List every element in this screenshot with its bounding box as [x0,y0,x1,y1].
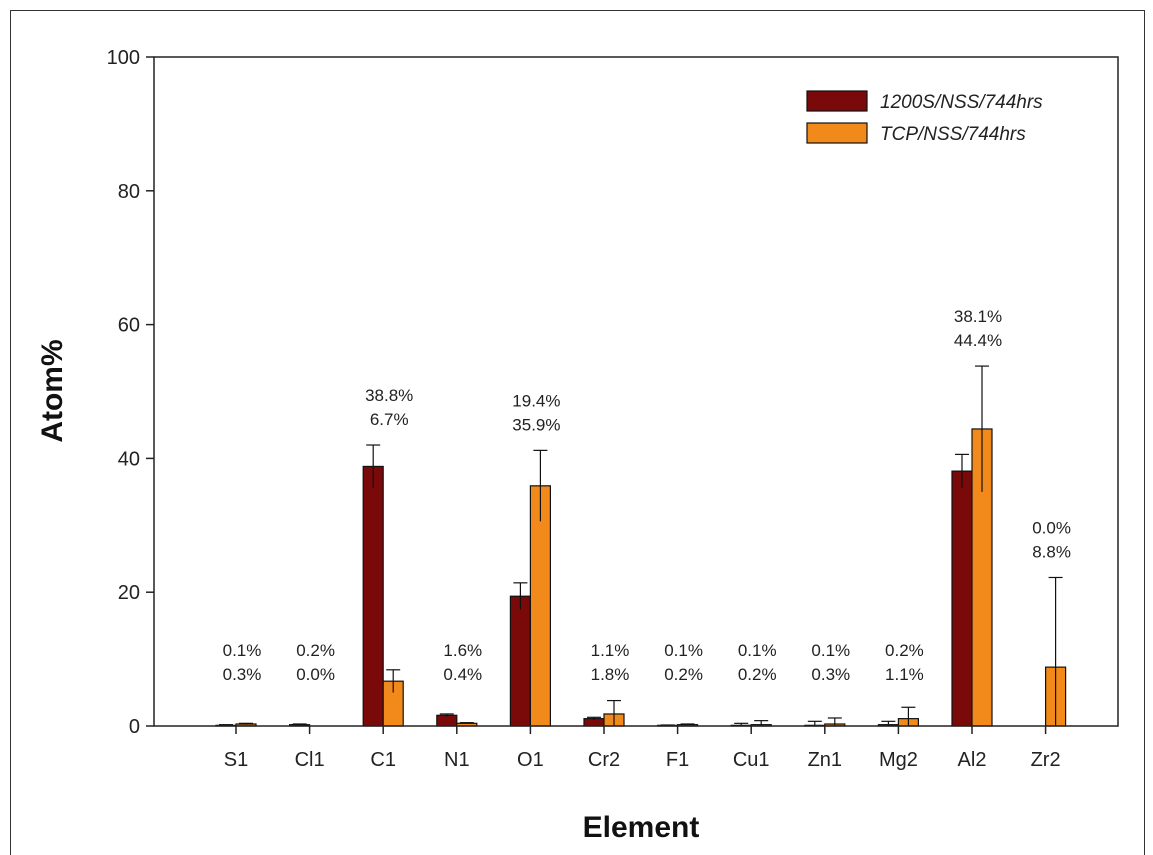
data-label-c1-2: 6.7% [370,410,409,429]
y-tick-label: 60 [118,315,140,337]
legend-swatch-2 [806,122,868,144]
data-label-zn1-1: 0.1% [811,641,850,660]
data-label-cu1-1: 0.1% [738,641,777,660]
x-tick-label-cl1: Cl1 [295,749,325,771]
data-label-mg2-1: 0.2% [885,641,924,660]
data-label-cl1-2: 0.0% [296,665,335,684]
axes: 0 20 40 60 80 100 S1 Cl1 C1 N1 O1 Cr2 F1 Cu1 Zn1 Mg2 Al2… [107,47,1119,771]
data-label-mg2-2: 1.1% [885,665,924,684]
plot-border [153,56,1119,727]
x-tick-label-zr2: Zr2 [1031,749,1061,771]
chart-frame [10,10,1145,855]
x-tick-label-o1: O1 [517,749,544,771]
data-label-s1-1: 0.1% [223,641,262,660]
data-label-n1-1: 1.6% [443,641,482,660]
data-label-o1-1: 19.4% [512,391,560,410]
y-tick-label: 20 [118,582,140,604]
y-tick-label: 0 [129,716,140,738]
bars [215,428,1067,727]
x-tick-label-cr2: Cr2 [588,749,620,771]
y-tick-label: 80 [118,181,140,203]
data-label-cr2-1: 1.1% [591,641,630,660]
data-label-f1-2: 0.2% [664,665,703,684]
data-label-al2-2: 44.4% [954,331,1002,350]
data-label-zn1-2: 0.3% [811,665,850,684]
data-label-zr2-2: 8.8% [1032,542,1071,561]
bar-c1-series-1 [362,465,384,727]
error-bars [219,365,1063,726]
data-label-al2-1: 38.1% [954,307,1002,326]
legend-label-1: 1200S/NSS/744hrs [880,92,1043,113]
bar-o1-series-1 [509,595,531,727]
y-tick-label: 40 [118,448,140,470]
bar-n1-series-1 [436,714,458,727]
bar-o1-series-2 [529,485,552,727]
x-tick-label-f1: F1 [666,749,689,771]
x-axis-title: Element [583,811,700,844]
bar-al2-series-1 [951,470,973,727]
data-label-cu1-2: 0.2% [738,665,777,684]
x-tick-label-al2: Al2 [958,749,987,771]
data-label-cl1-1: 0.2% [296,641,335,660]
y-tick-label: 100 [107,47,140,69]
legend-swatch-1 [806,90,868,112]
y-axis-title: Atom% [36,339,69,442]
x-tick-label-n1: N1 [444,749,470,771]
legend: 1200S/NSS/744hrs TCP/NSS/744hrs [806,90,1043,145]
annotations: 0.1% 0.3% 0.2% 0.0% 38.8% 6.7% 1.6% 0.4% 19.4% 35… [223,307,1071,684]
x-tick-label-cu1: Cu1 [733,749,770,771]
legend-label-2: TCP/NSS/744hrs [880,124,1026,145]
data-label-o1-2: 35.9% [512,415,560,434]
data-label-c1-1: 38.8% [365,386,413,405]
x-tick-label-zn1: Zn1 [808,749,842,771]
x-tick-label-mg2: Mg2 [879,749,918,771]
data-label-n1-2: 0.4% [443,665,482,684]
x-tick-label-c1: C1 [370,749,396,771]
data-label-cr2-2: 1.8% [591,665,630,684]
data-label-f1-1: 0.1% [664,641,703,660]
data-label-s1-2: 0.3% [223,665,262,684]
data-label-zr2-1: 0.0% [1032,518,1071,537]
x-tick-label-s1: S1 [224,749,248,771]
